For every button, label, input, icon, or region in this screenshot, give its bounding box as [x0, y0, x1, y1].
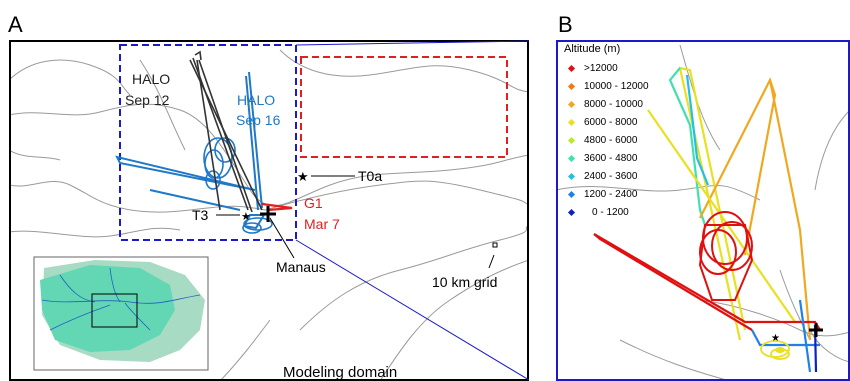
- red-region-box: [300, 56, 508, 158]
- modeling-domain-label: Modeling domain: [283, 364, 397, 381]
- legend-label-8: 0 - 1200: [592, 207, 629, 218]
- panel-b-letter: B: [558, 12, 573, 37]
- inset-map: [33, 256, 209, 371]
- legend-label-1: 10000 - 12000: [584, 81, 649, 92]
- legend-label-6: 2400 - 3600: [584, 171, 638, 182]
- t0a-star: ★: [297, 169, 309, 184]
- halo-sep16-label-2: Sep 16: [236, 112, 281, 128]
- panel-b-t3-star: ★: [771, 333, 780, 344]
- legend-swatch-4: [567, 136, 576, 145]
- panel-a-map: ★ ★: [9, 40, 529, 381]
- halo-sep16-label-1: HALO: [237, 92, 275, 108]
- legend-swatch-0: [567, 64, 576, 73]
- manaus-label: Manaus: [276, 259, 326, 275]
- legend-label-5: 3600 - 4800: [584, 153, 638, 164]
- manaus-cross: [260, 206, 276, 222]
- river-network: [9, 49, 529, 381]
- halo-sep12-track: [189, 50, 263, 213]
- altitude-legend: Altitude (m) >12000 10000 - 12000 8000 - 1…: [562, 43, 662, 243]
- panel-a-letter: A: [8, 12, 23, 37]
- t3-label: T3: [192, 207, 209, 223]
- legend-swatch-1: [567, 82, 576, 91]
- legend-swatch-3: [567, 118, 576, 127]
- legend-swatch-5: [567, 154, 576, 163]
- study-region-box: [119, 44, 297, 241]
- panel-b-manaus-cross: [809, 323, 823, 337]
- g1-mar7-track: [261, 202, 293, 212]
- panel-b-map: ★: [556, 40, 850, 381]
- legend-label-2: 8000 - 10000: [584, 99, 643, 110]
- legend-label-0: >12000: [584, 63, 618, 74]
- halo-sep16-track: [115, 71, 266, 230]
- legend-swatch-2: [567, 100, 576, 109]
- t3-star: ★: [241, 211, 251, 223]
- panel-b-border: [556, 40, 850, 381]
- grid-cell-marker: [492, 242, 498, 248]
- t0a-label: T0a: [358, 168, 382, 184]
- g1-label-1: G1: [304, 195, 323, 211]
- grid-label: 10 km grid: [432, 274, 497, 290]
- legend-label-7: 1200 - 2400: [584, 189, 638, 200]
- halo-sep12-label-2: Sep 12: [125, 92, 170, 108]
- legend-title: Altitude (m): [564, 43, 621, 55]
- legend-swatch-8: [567, 208, 576, 217]
- legend-swatch-7: [567, 190, 576, 199]
- legend-label-4: 4800 - 6000: [584, 135, 638, 146]
- legend-swatch-6: [567, 172, 576, 181]
- legend-label-3: 6000 - 8000: [584, 117, 638, 128]
- g1-label-2: Mar 7: [304, 216, 340, 232]
- halo-sep12-label-1: HALO: [132, 71, 170, 87]
